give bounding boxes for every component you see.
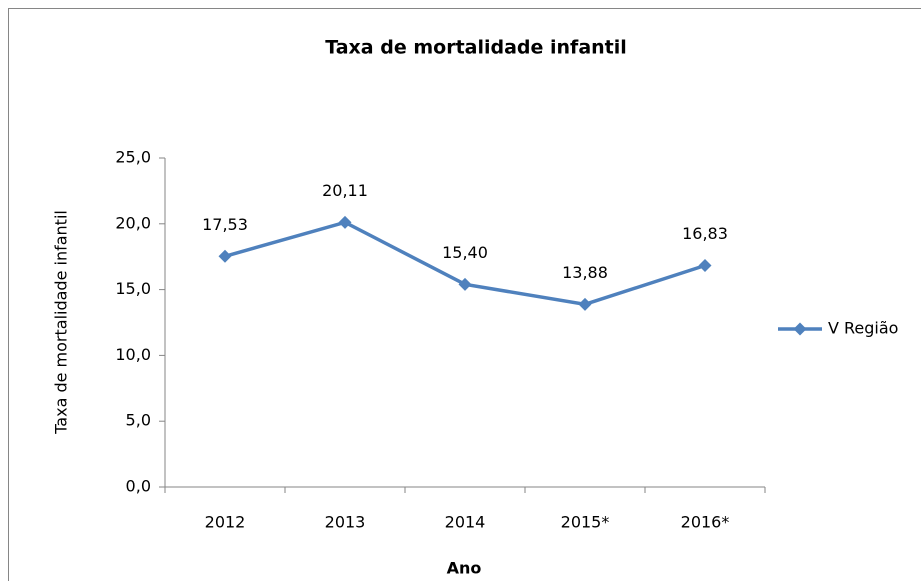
x-tick-label: 2012 [205, 513, 246, 532]
marker [578, 297, 592, 311]
marker [338, 215, 352, 229]
x-tick-label: 2013 [325, 513, 366, 532]
y-tick-label: 20,0 [115, 213, 151, 232]
data-label: 17,53 [202, 215, 248, 234]
marker [458, 277, 472, 291]
marker [218, 249, 232, 263]
legend-label: V Região [828, 319, 898, 338]
y-tick-label: 25,0 [115, 148, 151, 167]
data-label: 16,83 [682, 224, 728, 243]
x-tick-label: 2015* [561, 513, 610, 532]
x-tick-label: 2016* [681, 513, 730, 532]
chart-frame [8, 8, 921, 581]
data-label: 15,40 [442, 243, 488, 262]
y-tick-label: 0,0 [126, 477, 151, 496]
data-label: 20,11 [322, 181, 368, 200]
data-label: 13,88 [562, 263, 608, 282]
legend-marker [793, 322, 807, 336]
chart-title: Taxa de mortalidade infantil [325, 37, 627, 59]
y-tick-label: 15,0 [115, 279, 151, 298]
y-axis-title: Taxa de mortalidade infantil [52, 210, 71, 435]
x-tick-label: 2014 [445, 513, 486, 532]
x-axis-title: Ano [447, 559, 482, 578]
y-tick-label: 10,0 [115, 345, 151, 364]
y-tick-label: 5,0 [126, 411, 151, 430]
marker [698, 259, 712, 273]
